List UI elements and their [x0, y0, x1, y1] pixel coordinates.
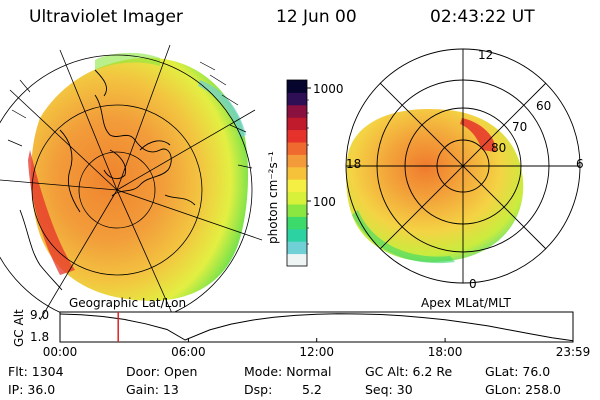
instrument-title: Ultraviolet Imager — [29, 7, 183, 27]
colorbar-cells — [287, 80, 307, 267]
mlat-label-80: 80 — [491, 141, 507, 155]
colorbar-cell — [287, 204, 307, 217]
lat-lon-grid — [0, 44, 263, 326]
mlt-label-6: 6 — [576, 157, 584, 171]
x-tick-label: 06:00 — [171, 345, 206, 359]
dsp-label: Dsp: — [244, 382, 273, 397]
mlt-label-0: 0 — [469, 277, 477, 291]
colorbar-cell — [287, 129, 307, 143]
x-tick-label: 23:59 — [555, 345, 591, 359]
colorbar-cell — [287, 179, 307, 193]
colorbar-cell — [287, 241, 307, 255]
x-tick-label: 12:00 — [299, 345, 334, 359]
mlt-label-12: 12 — [478, 48, 494, 62]
y-tick-max: 9.0 — [30, 308, 50, 322]
geographic-image — [0, 44, 263, 326]
colorbar-cell — [287, 92, 307, 106]
dsp-value: 5.2 — [302, 382, 322, 397]
colorbar-cell — [287, 142, 307, 155]
mlat-label-60: 60 — [536, 99, 552, 113]
sequence-number: Seq: 30 — [365, 382, 413, 397]
mlt-label-18: 18 — [346, 157, 362, 171]
auroral-emission-right — [346, 108, 524, 263]
time-label: 02:43:22 UT — [430, 7, 535, 27]
colorbar-cell — [287, 80, 307, 93]
colorbar — [286, 79, 311, 267]
ip-value: IP: 36.0 — [8, 382, 56, 397]
polar-grid — [345, 48, 581, 284]
polar-image — [345, 48, 581, 284]
colorbar-cell — [287, 191, 307, 205]
apex-caption: Apex MLat/MLT — [421, 296, 511, 310]
auroral-emission-left — [31, 57, 249, 301]
plot-frame — [59, 311, 574, 343]
door-status: Door: Open — [126, 364, 198, 379]
colorbar-cell — [287, 253, 307, 267]
colorbar-cell — [287, 104, 307, 118]
colorbar-cell — [287, 216, 307, 230]
x-tick-label: 00:00 — [42, 345, 78, 359]
colorbar-tick-1000: 1000 — [313, 82, 344, 96]
geographic-longitude: GLon: 258.0 — [485, 382, 561, 397]
mlat-label-70: 70 — [512, 120, 528, 134]
colorbar-cell — [287, 228, 307, 242]
high-intensity-region — [28, 150, 75, 275]
y-axis-label: GC Alt — [12, 309, 26, 347]
colorbar-cell — [287, 166, 307, 180]
geographic-caption: Geographic Lat/Lon — [69, 296, 187, 310]
colorbar-cell — [287, 117, 307, 131]
altitude-plot — [59, 311, 574, 343]
y-tick-min: 1.8 — [30, 330, 50, 344]
geographic-latitude: GLat: 76.0 — [485, 364, 551, 379]
coastlines — [19, 69, 196, 291]
flight-number: Flt: 1304 — [8, 364, 64, 379]
x-tick-label: 18:00 — [427, 345, 463, 359]
colorbar-tick-100: 100 — [313, 195, 336, 209]
gain-value: Gain: 13 — [126, 382, 179, 397]
gc-altitude: GC Alt: 6.2 Re — [365, 364, 453, 379]
colorbar-units: photon cm⁻²s⁻¹ — [266, 151, 280, 244]
colorbar-cell — [287, 154, 307, 168]
date-label: 12 Jun 00 — [276, 7, 357, 27]
x-tick-marks — [59, 338, 574, 342]
mode-value: Mode: Normal — [244, 364, 332, 379]
altitude-series-line — [59, 313, 574, 342]
